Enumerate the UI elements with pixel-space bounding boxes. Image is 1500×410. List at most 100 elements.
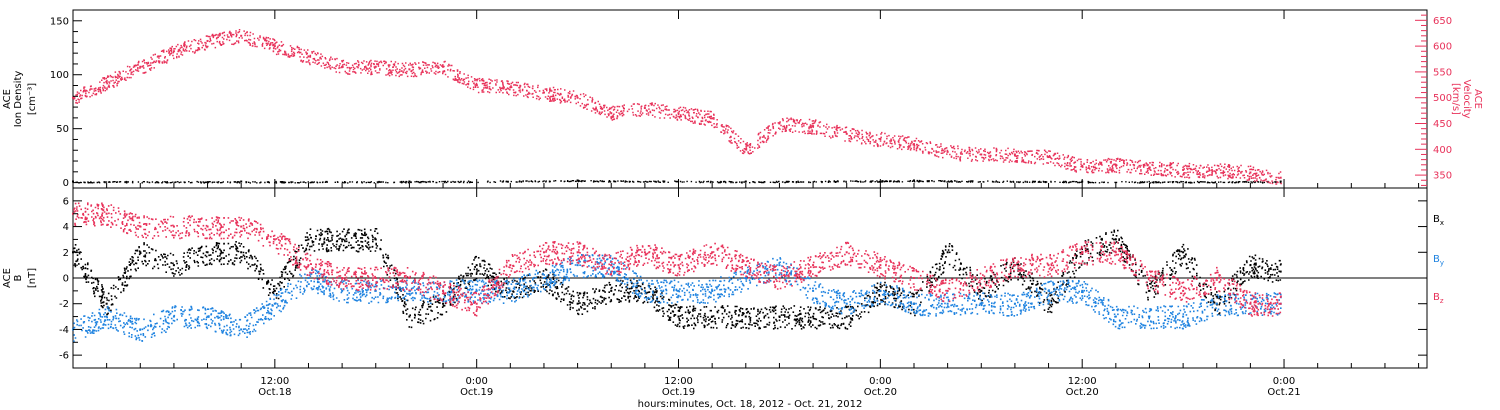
- bz-series-point: [1249, 302, 1252, 305]
- density-series-point: [408, 180, 411, 183]
- velocity-series-point: [240, 34, 243, 37]
- by-series-point: [307, 277, 310, 279]
- bx-series-point: [475, 264, 478, 267]
- by-series-point: [778, 264, 781, 267]
- xtick-time-label: 0:00: [465, 376, 487, 387]
- bz-series-point: [341, 277, 344, 279]
- top-ytick-label: 50: [56, 124, 69, 135]
- bz-series-point: [542, 251, 545, 254]
- xtick-date-label: Oct.19: [662, 387, 695, 398]
- bx-series-point: [408, 315, 411, 318]
- density-ylabel-line1: ACE: [2, 89, 13, 109]
- bottom-ytick-label: -4: [59, 325, 69, 336]
- bz-series-point: [946, 289, 949, 292]
- bz-series-point: [980, 277, 983, 279]
- by-series-point: [845, 302, 848, 305]
- xtick-date-label: Oct.19: [460, 387, 493, 398]
- density-series-point: [744, 180, 747, 183]
- top-ytick-label: 100: [50, 70, 69, 81]
- velocity-ylabel-line3: [km/s]: [1450, 83, 1461, 115]
- velocity-series: [72, 29, 1282, 185]
- xtick-date-label: Oct.21: [1267, 387, 1300, 398]
- xtick-time-label: 12:00: [1068, 376, 1097, 387]
- xtick-time-label: 0:00: [1273, 376, 1295, 387]
- bz-series-point: [1047, 264, 1050, 267]
- by-series-point: [1114, 315, 1117, 318]
- top-ytick-label: 0: [63, 178, 69, 189]
- by-series-point: [1215, 302, 1218, 305]
- bottom-ytick-label: 6: [63, 196, 69, 207]
- bz-series-point: [206, 225, 209, 228]
- bz-series-point: [845, 251, 848, 254]
- by-series-point: [542, 277, 545, 279]
- bz-series-point: [273, 238, 276, 241]
- velocity-series-point: [374, 65, 377, 68]
- bx-series-point: [139, 251, 142, 254]
- velocity-series-point: [206, 39, 209, 42]
- bx-series-point: [307, 238, 310, 241]
- bz-series-point: [1215, 277, 1218, 279]
- bz-series-point: [240, 225, 243, 228]
- bx-series-point: [341, 238, 344, 241]
- bz-series-point: [408, 277, 411, 279]
- velocity-series-point: [1215, 168, 1218, 171]
- velocity-ytick-label: 650: [1433, 16, 1452, 27]
- velocity-series-point: [139, 65, 142, 68]
- velocity-ytick-label: 450: [1433, 119, 1452, 130]
- bz-series-point: [677, 264, 680, 267]
- bz-series-point: [105, 212, 108, 215]
- velocity-series-point: [711, 117, 714, 120]
- xtick-date-label: Oct.20: [864, 387, 897, 398]
- bx-series-point: [812, 315, 815, 318]
- bx-series-point: [1279, 270, 1282, 273]
- by-series-point: [240, 328, 243, 331]
- bottom-ytick-label: 2: [63, 248, 69, 259]
- xtick-time-label: 12:00: [260, 376, 289, 387]
- top-plot-frame: [72, 9, 1428, 189]
- bz-series-point: [744, 264, 747, 267]
- velocity-series-point: [812, 125, 815, 128]
- density-ylabel-line3: [cm⁻³]: [27, 83, 38, 115]
- legend-By: By: [1433, 254, 1444, 267]
- velocity-ylabel-line1: ACE: [1472, 89, 1483, 109]
- density-series-point: [1279, 180, 1282, 183]
- by-series-point: [576, 264, 579, 267]
- bz-series-point: [879, 264, 882, 267]
- by-series-point: [879, 289, 882, 292]
- velocity-ytick-label: 350: [1433, 171, 1452, 182]
- bottom-ytick-label: 0: [63, 274, 69, 285]
- velocity-series-point: [1047, 156, 1050, 159]
- bx-series-point: [442, 302, 445, 305]
- velocity-series-point: [576, 96, 579, 99]
- bottom-ytick-label: 4: [63, 222, 69, 233]
- bx-series-point: [273, 289, 276, 292]
- bz-series-point: [475, 302, 478, 305]
- bx-series-point: [845, 315, 848, 318]
- bx-series-point: [677, 315, 680, 318]
- density-series-point: [912, 179, 915, 182]
- velocity-series-point: [72, 96, 74, 99]
- velocity-ytick-label: 550: [1433, 67, 1452, 78]
- bottom-ytick-label: -6: [59, 351, 69, 362]
- top-panel: [72, 9, 1428, 189]
- bz-series-point: [576, 251, 579, 254]
- bx-series-point: [206, 251, 209, 254]
- bz-series-scatter: [73, 202, 1282, 317]
- density-ylabel-line2: Ion Density: [13, 71, 24, 128]
- velocity-series-point: [1182, 168, 1185, 171]
- bz-series-point: [1013, 264, 1016, 267]
- xtick-time-label: 0:00: [869, 376, 891, 387]
- bz-series-point: [711, 251, 714, 254]
- by-series-point: [946, 302, 949, 305]
- bz-series-point: [912, 277, 915, 279]
- bx-series-point: [744, 315, 747, 318]
- bx-series-point: [172, 264, 175, 267]
- velocity-ylabel-line2: Velocity: [1461, 79, 1472, 118]
- field-ylabel-line3: [nT]: [27, 268, 38, 288]
- velocity-ytick-label: 600: [1433, 42, 1452, 53]
- by-series-scatter: [73, 254, 1282, 342]
- bz-series-point: [643, 251, 646, 254]
- velocity-ytick-label: 400: [1433, 145, 1452, 156]
- velocity-series-point: [677, 112, 680, 115]
